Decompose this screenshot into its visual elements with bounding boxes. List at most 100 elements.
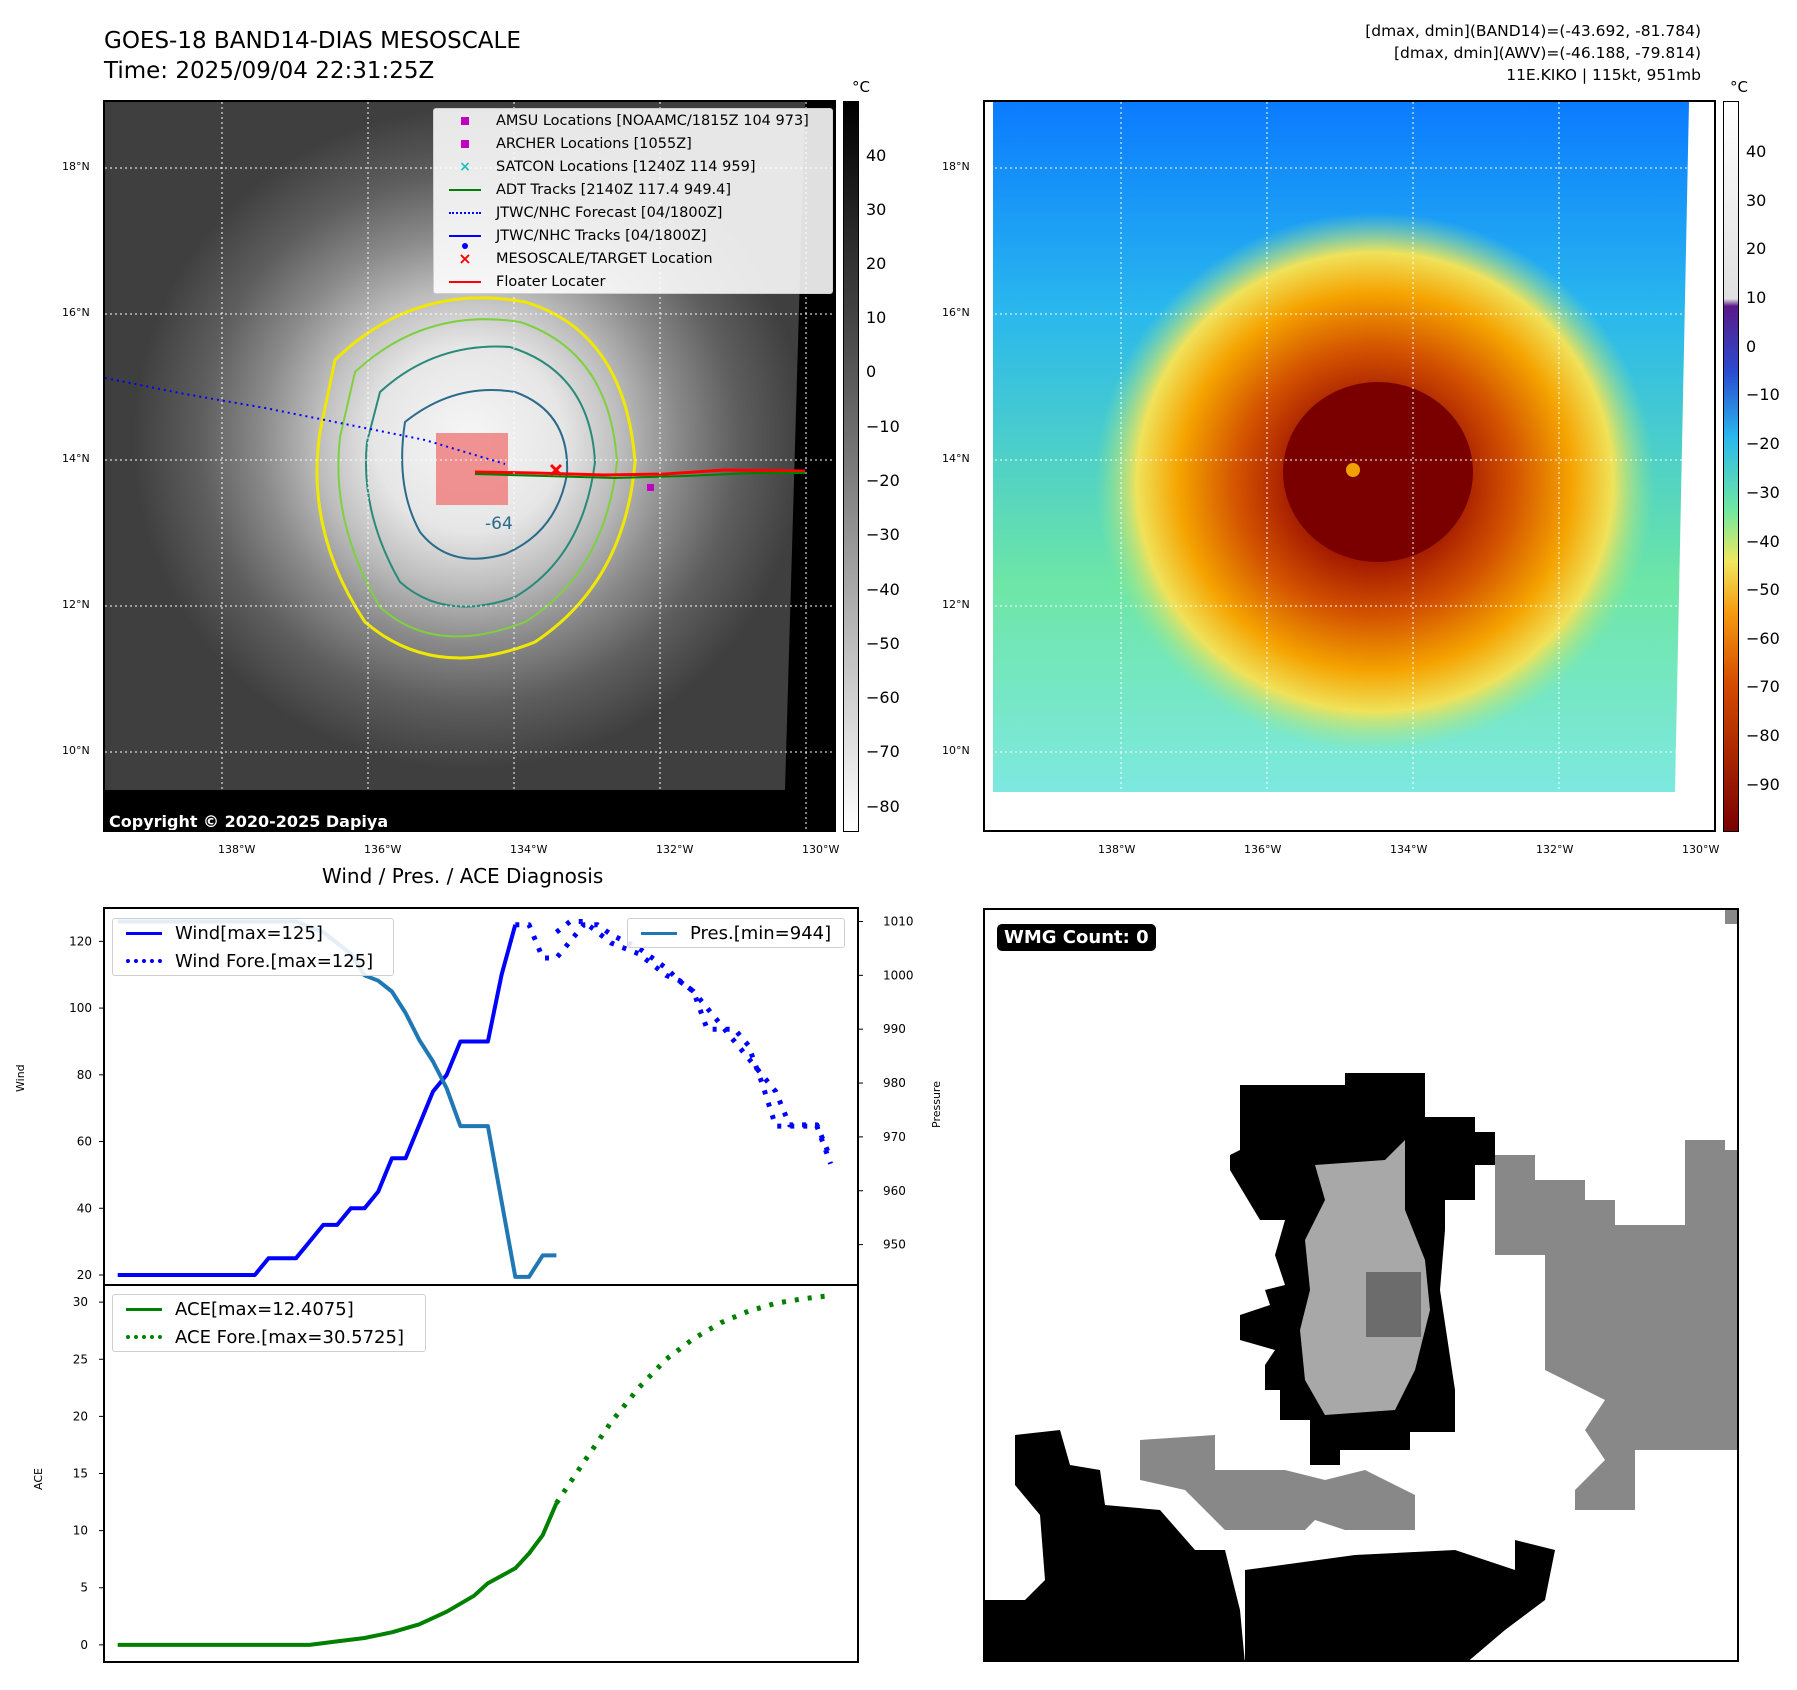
pressure-ytick-label: 960	[883, 1184, 906, 1198]
copyright-label: Copyright © 2020-2025 Dapiya	[109, 812, 389, 831]
wv-lon-label: 130°W	[1682, 843, 1720, 856]
wv-lat-label: 10°N	[942, 744, 970, 757]
x-marker-icon: ×	[459, 158, 471, 175]
ir-lat-label: 10°N	[62, 744, 90, 757]
cb-ir-tick: −20	[866, 471, 900, 490]
legend-label: JTWC/NHC Forecast [04/1800Z]	[496, 204, 723, 221]
cb-ir-tick: 20	[866, 254, 887, 273]
legend-item: ACE Fore.[max=30.5725]	[113, 1323, 425, 1351]
wind-ytick-label: 40	[77, 1201, 92, 1215]
ir-legend: AMSU Locations [NOAAMC/1815Z 104 973] AR…	[433, 108, 833, 294]
line-marker-icon	[442, 280, 488, 283]
solid-line-icon	[636, 931, 682, 935]
pressure-forecast-line	[554, 919, 833, 1165]
wind-forecast-line	[515, 922, 833, 1160]
ir-lat-label: 18°N	[62, 160, 90, 173]
wind-series-line	[117, 924, 518, 1277]
wv-lat-label: 16°N	[942, 306, 970, 319]
cb-ir-tick: 40	[866, 146, 887, 165]
cb-wv-tick: 40	[1746, 142, 1767, 161]
cb-wv-tick: −60	[1746, 629, 1780, 648]
cb-wv-tick: 30	[1746, 191, 1767, 210]
ir-lat-label: 12°N	[62, 598, 90, 611]
cb-ir-tick: 0	[866, 362, 877, 381]
wind-ytick-label: 80	[77, 1068, 92, 1082]
legend-item: Wind[max=125]	[113, 919, 393, 947]
cb-wv-tick: 0	[1746, 337, 1757, 356]
ir-lon-label: 132°W	[656, 843, 694, 856]
ace-ytick-label: 30	[73, 1295, 88, 1309]
ace-axis-label: ACE	[32, 1468, 45, 1490]
wmg-panel: WMG Count: 0	[983, 908, 1739, 1662]
legend-label: ACE[max=12.4075]	[175, 1298, 354, 1320]
legend-label: ACE Fore.[max=30.5725]	[175, 1326, 404, 1348]
storm-label: 11E.KIKO | 115kt, 951mb	[1506, 66, 1701, 84]
wind-ytick-label: 120	[69, 934, 92, 948]
pressure-axis-label: Pressure	[930, 1081, 943, 1128]
ir-lon-label: 130°W	[802, 843, 840, 856]
wind-axis-label: Wind	[14, 1064, 27, 1092]
diagnosis-title: Wind / Pres. / ACE Diagnosis	[322, 864, 604, 888]
wv-map-panel	[983, 100, 1716, 832]
pressure-legend: Pres.[min=944]	[627, 918, 845, 948]
legend-label: ADT Tracks [2140Z 117.4 949.4]	[496, 181, 732, 198]
ace-ytick-label: 5	[80, 1581, 88, 1595]
wv-lon-label: 134°W	[1390, 843, 1428, 856]
dotted-line-icon	[121, 1335, 167, 1339]
square-marker-icon	[442, 116, 488, 125]
wv-lat-label: 12°N	[942, 598, 970, 611]
ace-ytick-label: 20	[73, 1409, 88, 1423]
figure-title: GOES-18 BAND14-DIAS MESOSCALE	[104, 28, 521, 54]
legend-item: ACE[max=12.4075]	[113, 1295, 425, 1323]
cb-wv-tick: −10	[1746, 385, 1780, 404]
cb-ir-tick: −80	[866, 797, 900, 816]
wind-ytick-label: 60	[77, 1135, 92, 1149]
cb-wv-tick: −40	[1746, 532, 1780, 551]
wv-map-image	[985, 102, 1714, 792]
ace-ytick-label: 15	[73, 1467, 88, 1481]
cb-wv-tick: −50	[1746, 580, 1780, 599]
cb-wv-tick: −90	[1746, 775, 1780, 794]
pressure-ytick-label: 1010	[883, 914, 914, 928]
ace-ytick-label: 0	[80, 1638, 88, 1652]
cb-ir-tick: −30	[866, 525, 900, 544]
cb-wv-tick: −30	[1746, 483, 1780, 502]
legend-label: Wind Fore.[max=125]	[175, 950, 374, 972]
legend-item: JTWC/NHC Tracks [04/1800Z]	[434, 224, 832, 249]
wv-lon-label: 136°W	[1244, 843, 1282, 856]
legend-item: Wind Fore.[max=125]	[113, 947, 393, 975]
legend-label: AMSU Locations [NOAAMC/1815Z 104 973]	[496, 112, 809, 129]
cb-wv-tick: 10	[1746, 288, 1767, 307]
ace-forecast-line	[554, 1293, 831, 1505]
legend-item: ADT Tracks [2140Z 117.4 949.4]	[434, 178, 832, 201]
dotted-line-icon	[121, 959, 167, 963]
cb-ir-tick: −60	[866, 688, 900, 707]
legend-label: Wind[max=125]	[175, 922, 323, 944]
legend-label: SATCON Locations [1240Z 114 959]	[496, 158, 756, 175]
legend-item: × SATCON Locations [1240Z 114 959]	[434, 155, 832, 178]
line-marker-icon	[442, 188, 488, 191]
colorbar-wv	[1723, 101, 1739, 832]
legend-item: × MESOSCALE/TARGET Location	[434, 247, 832, 270]
ace-ytick-label: 10	[73, 1524, 88, 1538]
solid-line-icon	[121, 931, 167, 935]
ir-lon-label: 136°W	[364, 843, 402, 856]
legend-item: Pres.[min=944]	[628, 919, 844, 947]
pressure-ytick-label: 970	[883, 1130, 906, 1144]
ir-lat-label: 16°N	[62, 306, 90, 319]
dotted-line-icon	[442, 211, 488, 214]
colorbar-wv-unit: °C	[1730, 78, 1748, 96]
ir-map-panel: -64 Copyright © 2020-2025 Dapiya AMSU Lo…	[103, 100, 836, 832]
wv-lon-label: 138°W	[1098, 843, 1136, 856]
legend-label: JTWC/NHC Tracks [04/1800Z]	[496, 227, 707, 244]
colorbar-ir	[843, 101, 859, 832]
cb-ir-tick: 10	[866, 308, 887, 327]
ace-legend: ACE[max=12.4075] ACE Fore.[max=30.5725]	[112, 1294, 426, 1352]
legend-item: JTWC/NHC Forecast [04/1800Z]	[434, 201, 832, 224]
legend-item: ARCHER Locations [1055Z]	[434, 132, 832, 155]
square-marker-icon	[442, 139, 488, 148]
cb-ir-tick: −10	[866, 417, 900, 436]
ir-lon-label: 134°W	[510, 843, 548, 856]
x-marker-icon: ×	[458, 249, 472, 268]
legend-item: Floater Locater	[434, 270, 832, 293]
